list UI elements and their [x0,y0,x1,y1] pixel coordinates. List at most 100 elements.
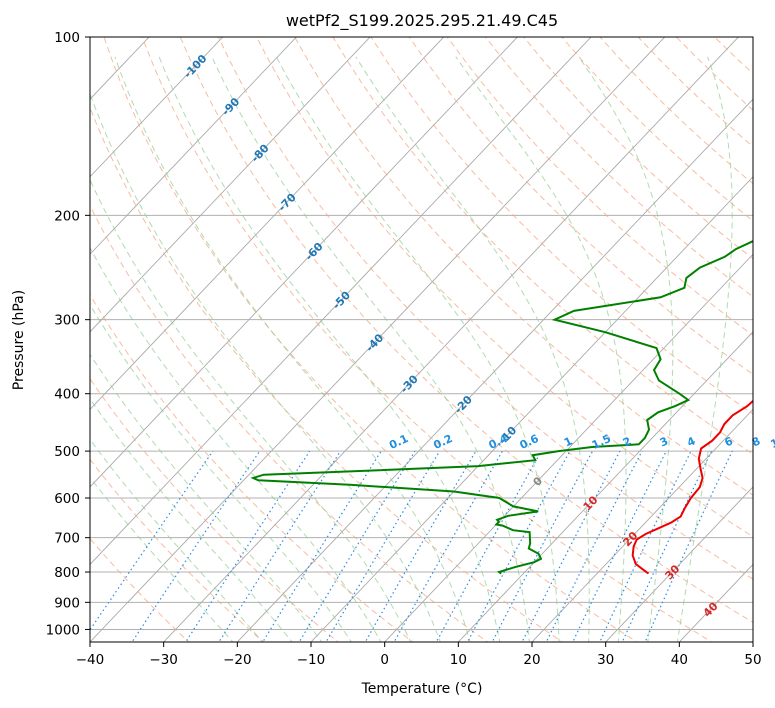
isotherm-line [752,641,753,642]
mixing-ratio-line [545,450,643,642]
mixing-ratio-line [393,450,504,642]
isotherm-line [310,176,753,642]
y-tick-label: 500 [54,444,80,460]
axes: −40 −30 −20 −10 0 10 20 30 40 5010020030040050060… [46,30,762,668]
isotherm-line [90,37,371,333]
isotherm-line [605,486,753,642]
y-tick-label: 100 [54,30,80,46]
isotherm-line [163,37,740,642]
y-axis-label: Pressure (hPa) [11,290,27,390]
moist-adiabat-line [90,92,441,642]
x-tick-label: 20 [523,652,540,668]
y-tick-label: 600 [54,491,80,507]
isotherm-line [90,37,666,642]
x-tick-label: 40 [671,652,688,668]
dry-adiabat-line [408,37,753,375]
moist-adiabat-line [114,56,471,642]
mixing-ratio-line [599,450,692,642]
mixing-ratio-label: 8 [750,434,762,449]
mixing-ratio-line [325,450,441,642]
x-tick-label: −20 [223,652,252,668]
mixing-ratio-line [521,450,621,642]
isotherm-line [236,98,753,642]
moist-adiabat-line [578,56,674,642]
x-tick-label: 0 [380,652,389,668]
mixing-ratio-line [466,450,571,642]
isotherm-line [90,37,519,488]
y-tick-label: 700 [54,531,80,547]
mixing-ratio-label: 1.5 [590,432,613,452]
mixing-ratio-line [621,450,713,642]
dry-adiabat-line [141,37,713,642]
mixing-ratio-line [298,450,416,642]
x-tick-label: 30 [597,652,614,668]
moist-adiabat-line [676,56,733,642]
moist-adiabat-line [90,353,323,642]
x-tick-label: −30 [149,652,178,668]
mixing-ratio-line [435,450,542,642]
dry-adiabat-line [90,458,265,642]
mixing-ratio-line [364,450,477,642]
moist-adiabat-line [211,56,530,642]
mixing-ratio-label: 1 [562,434,574,449]
moist-adiabat-line [455,56,627,642]
moist-adiabat-line [90,476,234,642]
mixing-ratio-line [218,450,342,642]
dewpoint-profile-line [250,240,753,575]
moist-adiabat-line [90,397,293,642]
x-axis-label: Temperature (°C) [361,681,483,697]
x-tick-label: −10 [297,652,326,668]
dry-adiabat-line [484,37,753,298]
mixing-ratio-line [185,450,311,642]
dry-adiabat-line [256,37,753,538]
dry-adiabat-line [90,204,489,642]
plot-frame [89,36,754,643]
moist-adiabat-line [90,178,412,642]
isotherm-line [90,37,445,411]
isoline-labels: -100-90-80-70-60-50-40-30-20-10010203040… [181,52,775,620]
y-tick-label: 900 [54,595,80,611]
mixing-ratio-label: 4 [685,434,698,449]
isotherm-line [531,408,753,642]
mixing-ratio-label: 0.6 [518,432,541,452]
dry-adiabat-line [446,37,753,336]
mixing-ratio-label: 0.1 [387,432,410,452]
y-tick-label: 200 [54,208,80,224]
dry-adiabat-line [179,37,753,623]
chart-title: wetPf2_S199.2025.295.21.49.C45 [286,11,558,31]
isotherm-line [678,563,753,642]
dry-adiabat-line [561,37,753,222]
dry-adiabat-line [523,37,753,260]
y-tick-label: 300 [54,313,80,329]
dry-adiabat-line [90,106,564,642]
isotherm-label: -100 [181,52,210,81]
background-grid [90,10,775,645]
mixing-ratio-label: 0.2 [431,432,454,452]
isotherm-line [90,37,224,178]
moist-adiabat-line [275,56,560,642]
dry-adiabat-line [90,537,190,642]
dry-adiabat-line [370,37,753,415]
mixing-ratio-line [572,450,667,642]
temperature-profile-line [631,399,753,575]
y-tick-label: 800 [54,565,80,581]
dry-adiabat-line [675,37,753,111]
mixing-ratio-line [644,450,733,642]
x-tick-label: 10 [450,652,467,668]
moist-adiabat-line [355,56,590,642]
moist-adiabat-line [90,246,382,642]
mixing-ratio-label: 6 [723,434,736,449]
isotherm-line [384,253,753,642]
dry-adiabat-line [90,377,340,642]
mixing-ratio-label: 10 [768,433,775,451]
dry-adiabat-line [713,37,753,75]
mixing-ratio-line [262,450,382,642]
moist-adiabat-line [90,438,264,642]
y-tick-label: 400 [54,387,80,403]
dry-adiabat-line [751,37,753,39]
dry-adiabat-line [762,10,775,645]
x-tick-label: −40 [76,652,105,668]
dry-adiabat-line [599,37,753,185]
isotherm-line [457,331,753,642]
